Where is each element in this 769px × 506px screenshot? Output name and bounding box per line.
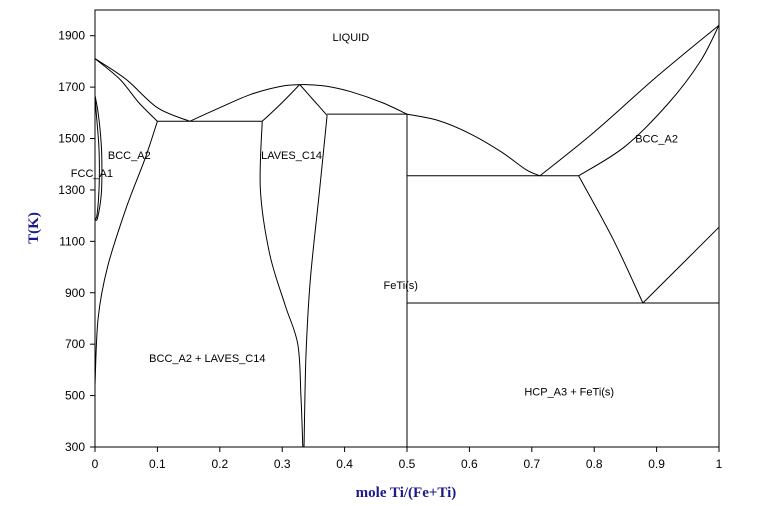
- boundary-gamma-loop-outer: [94, 95, 103, 221]
- region-label: LAVES_C14: [261, 150, 322, 162]
- x-tick-label: 0.8: [586, 457, 603, 471]
- x-tick-label: 0.1: [149, 457, 166, 471]
- x-tick-label: 1: [716, 457, 723, 471]
- region-label: HCP_A3 + FeTi(s): [524, 387, 614, 399]
- region-label: BCC_A2: [635, 133, 678, 145]
- boundary-solidus-bcc-fe: [94, 58, 158, 122]
- region-label: FCC_A1: [71, 168, 113, 180]
- x-axis-title: mole Ti/(Fe+Ti): [356, 485, 457, 501]
- y-tick-label: 1700: [58, 80, 85, 94]
- boundary-gamma-loop-inner: [94, 95, 100, 220]
- x-tick-label: 0.5: [399, 457, 416, 471]
- x-tick-label: 0.2: [211, 457, 228, 471]
- y-tick-label: 1300: [58, 183, 85, 197]
- x-axis-ticks: 0 0.1 0.2 0.3 0.4 0.5 0.6 0.7 0.8 0.9 1: [92, 447, 723, 471]
- y-axis-ticks: 300 500 700 900 1100 1300 1500 1700 1900: [58, 29, 95, 454]
- boundary-solidus-bcc-ti: [578, 24, 720, 177]
- y-tick-label: 700: [65, 337, 85, 351]
- x-tick-label: 0.4: [336, 457, 353, 471]
- boundary-bcc-fe-solvus: [94, 121, 158, 386]
- boundary-laves-fe-rich-solvus: [259, 121, 304, 448]
- boundary-liquidus-laves-left: [189, 84, 305, 122]
- region-label: BCC_A2 + LAVES_C14: [149, 353, 265, 365]
- boundary-laves-solidus-right: [299, 84, 328, 116]
- y-tick-label: 900: [65, 286, 85, 300]
- y-axis-title: T(K): [26, 212, 42, 244]
- x-tick-label: 0: [92, 457, 99, 471]
- y-tick-label: 1100: [59, 234, 85, 248]
- y-tick-label: 1900: [58, 29, 85, 43]
- y-tick-label: 1500: [58, 132, 85, 146]
- phase-boundaries: [94, 24, 720, 448]
- boundary-laves-ti-rich-solvus: [303, 115, 328, 448]
- boundary-liquidus-laves-right: [303, 84, 408, 115]
- boundary-liquidus-feti: [406, 113, 541, 177]
- boundary-liquidus-ti-side: [539, 24, 720, 177]
- x-tick-label: 0.6: [461, 457, 478, 471]
- region-label: LIQUID: [332, 32, 369, 44]
- x-tick-label: 0.3: [274, 457, 291, 471]
- y-tick-label: 500: [65, 389, 85, 403]
- x-tick-label: 0.7: [523, 457, 540, 471]
- region-label: FeTi(s): [384, 280, 418, 292]
- region-label: BCC_A2: [108, 150, 151, 162]
- y-tick-label: 300: [65, 440, 85, 454]
- boundary-hcp-bcc-boundary: [642, 226, 720, 304]
- region-labels: LIQUID BCC_A2 FCC_A1 LAVES_C14 FeTi(s) BCC_A2…: [71, 32, 678, 399]
- boundary-bcc-solvus-ti: [578, 175, 644, 304]
- boundary-liquidus-fe-side: [94, 58, 190, 122]
- boundary-laves-solidus-left: [261, 84, 301, 122]
- x-tick-label: 0.9: [648, 457, 665, 471]
